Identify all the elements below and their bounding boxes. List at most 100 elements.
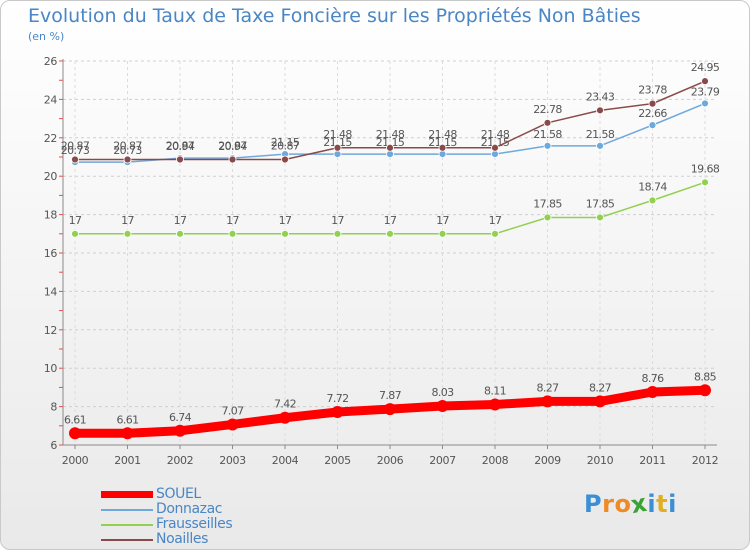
x-tick-label: 2009 [534,454,561,467]
data-point [646,386,659,399]
data-point [174,424,186,437]
legend-swatch [101,509,153,511]
data-label: 21.58 [586,128,615,141]
data-label: 18.74 [638,180,667,193]
y-tick-label: 24 [44,93,58,106]
data-label: 21.48 [481,128,510,141]
x-tick-label: 2012 [692,454,718,467]
data-label: 6.61 [64,413,86,426]
data-label: 6.74 [169,411,192,424]
data-point [541,395,554,408]
data-point [333,143,342,152]
x-tick-label: 2000 [62,454,89,467]
logo-letter: i [647,490,657,518]
data-point [701,99,709,108]
y-tick-label: 16 [44,247,58,260]
x-tick-label: 2007 [429,454,456,467]
data-label: 20.87 [218,139,247,152]
data-label: 17.85 [586,197,615,210]
logo-letter: t [656,490,669,518]
data-point [596,106,604,115]
data-point [123,155,132,164]
data-point [648,196,657,205]
data-label: 21.58 [533,128,562,141]
x-tick-label: 2004 [272,454,299,467]
data-point [123,229,132,238]
data-label: 8.27 [589,381,612,394]
chart-title: Evolution du Taux de Taxe Foncière sur l… [28,5,641,27]
y-tick-label: 10 [44,362,58,375]
data-point [543,213,552,222]
data-point [176,229,184,238]
data-label: 20.94 [218,140,247,153]
data-point [226,418,239,431]
proxiti-logo[interactable]: Proxiti [584,489,677,519]
legend-label: Frausseilles [156,516,233,532]
data-label: 21.15 [271,136,300,149]
legend-label: Donnazac [156,501,223,517]
data-label: 21.15 [481,136,510,149]
data-point [543,141,552,150]
data-label: 17 [384,214,397,227]
data-label: 17 [279,214,292,227]
data-point [281,229,289,238]
data-label: 20.87 [61,139,90,152]
data-label: 7.07 [221,404,244,417]
data-label: 8.76 [641,372,664,385]
data-label: 20.94 [166,140,195,153]
data-label: 17 [174,214,187,227]
data-label: 8.85 [694,370,717,383]
data-label: 17 [436,214,449,227]
data-point [69,427,81,440]
data-point [648,121,657,130]
data-label: 17 [226,214,239,227]
data-point [701,77,709,86]
data-label: 20.73 [61,144,90,157]
data-point [71,229,79,238]
data-point [489,398,501,411]
logo-letter: o [614,490,632,518]
data-point [596,213,604,222]
data-label: 21.48 [323,128,352,141]
data-point [699,384,711,397]
x-tick-label: 2005 [324,454,351,467]
y-tick-label: 22 [44,132,57,145]
data-point [384,403,396,416]
data-label: 17 [331,214,344,227]
data-label: 20.87 [271,139,300,152]
data-point [594,395,606,408]
data-point [701,178,709,187]
data-label: 8.27 [536,381,559,394]
data-point [436,400,449,413]
data-label: 20.87 [113,139,142,152]
y-tick-label: 8 [50,401,57,414]
legend-swatch [101,539,153,541]
y-axis-unit: (en %) [28,30,65,43]
data-point [648,99,657,108]
data-point [438,143,447,152]
data-label: 7.42 [274,398,296,411]
data-point [491,229,499,238]
data-point [333,229,342,238]
y-tick-label: 6 [50,439,57,452]
data-point [279,411,291,424]
data-label: 21.15 [428,136,457,149]
data-label: 17 [69,214,82,227]
x-tick-label: 2010 [587,454,614,467]
data-label: 8.11 [484,384,506,397]
data-label: 8.03 [431,386,454,399]
data-label: 7.87 [379,389,402,402]
data-label: 24.95 [691,61,720,74]
x-tick-label: 2003 [219,454,246,467]
data-label: 21.48 [376,128,405,141]
data-label: 21.15 [376,136,405,149]
data-label: 20.73 [113,144,142,157]
y-tick-label: 18 [44,209,58,222]
y-tick-label: 12 [44,324,57,337]
logo-letter: i [668,490,677,518]
data-point [438,229,447,238]
data-point [281,155,289,164]
data-label: 22.78 [533,103,562,116]
data-label: 7.72 [326,392,348,405]
